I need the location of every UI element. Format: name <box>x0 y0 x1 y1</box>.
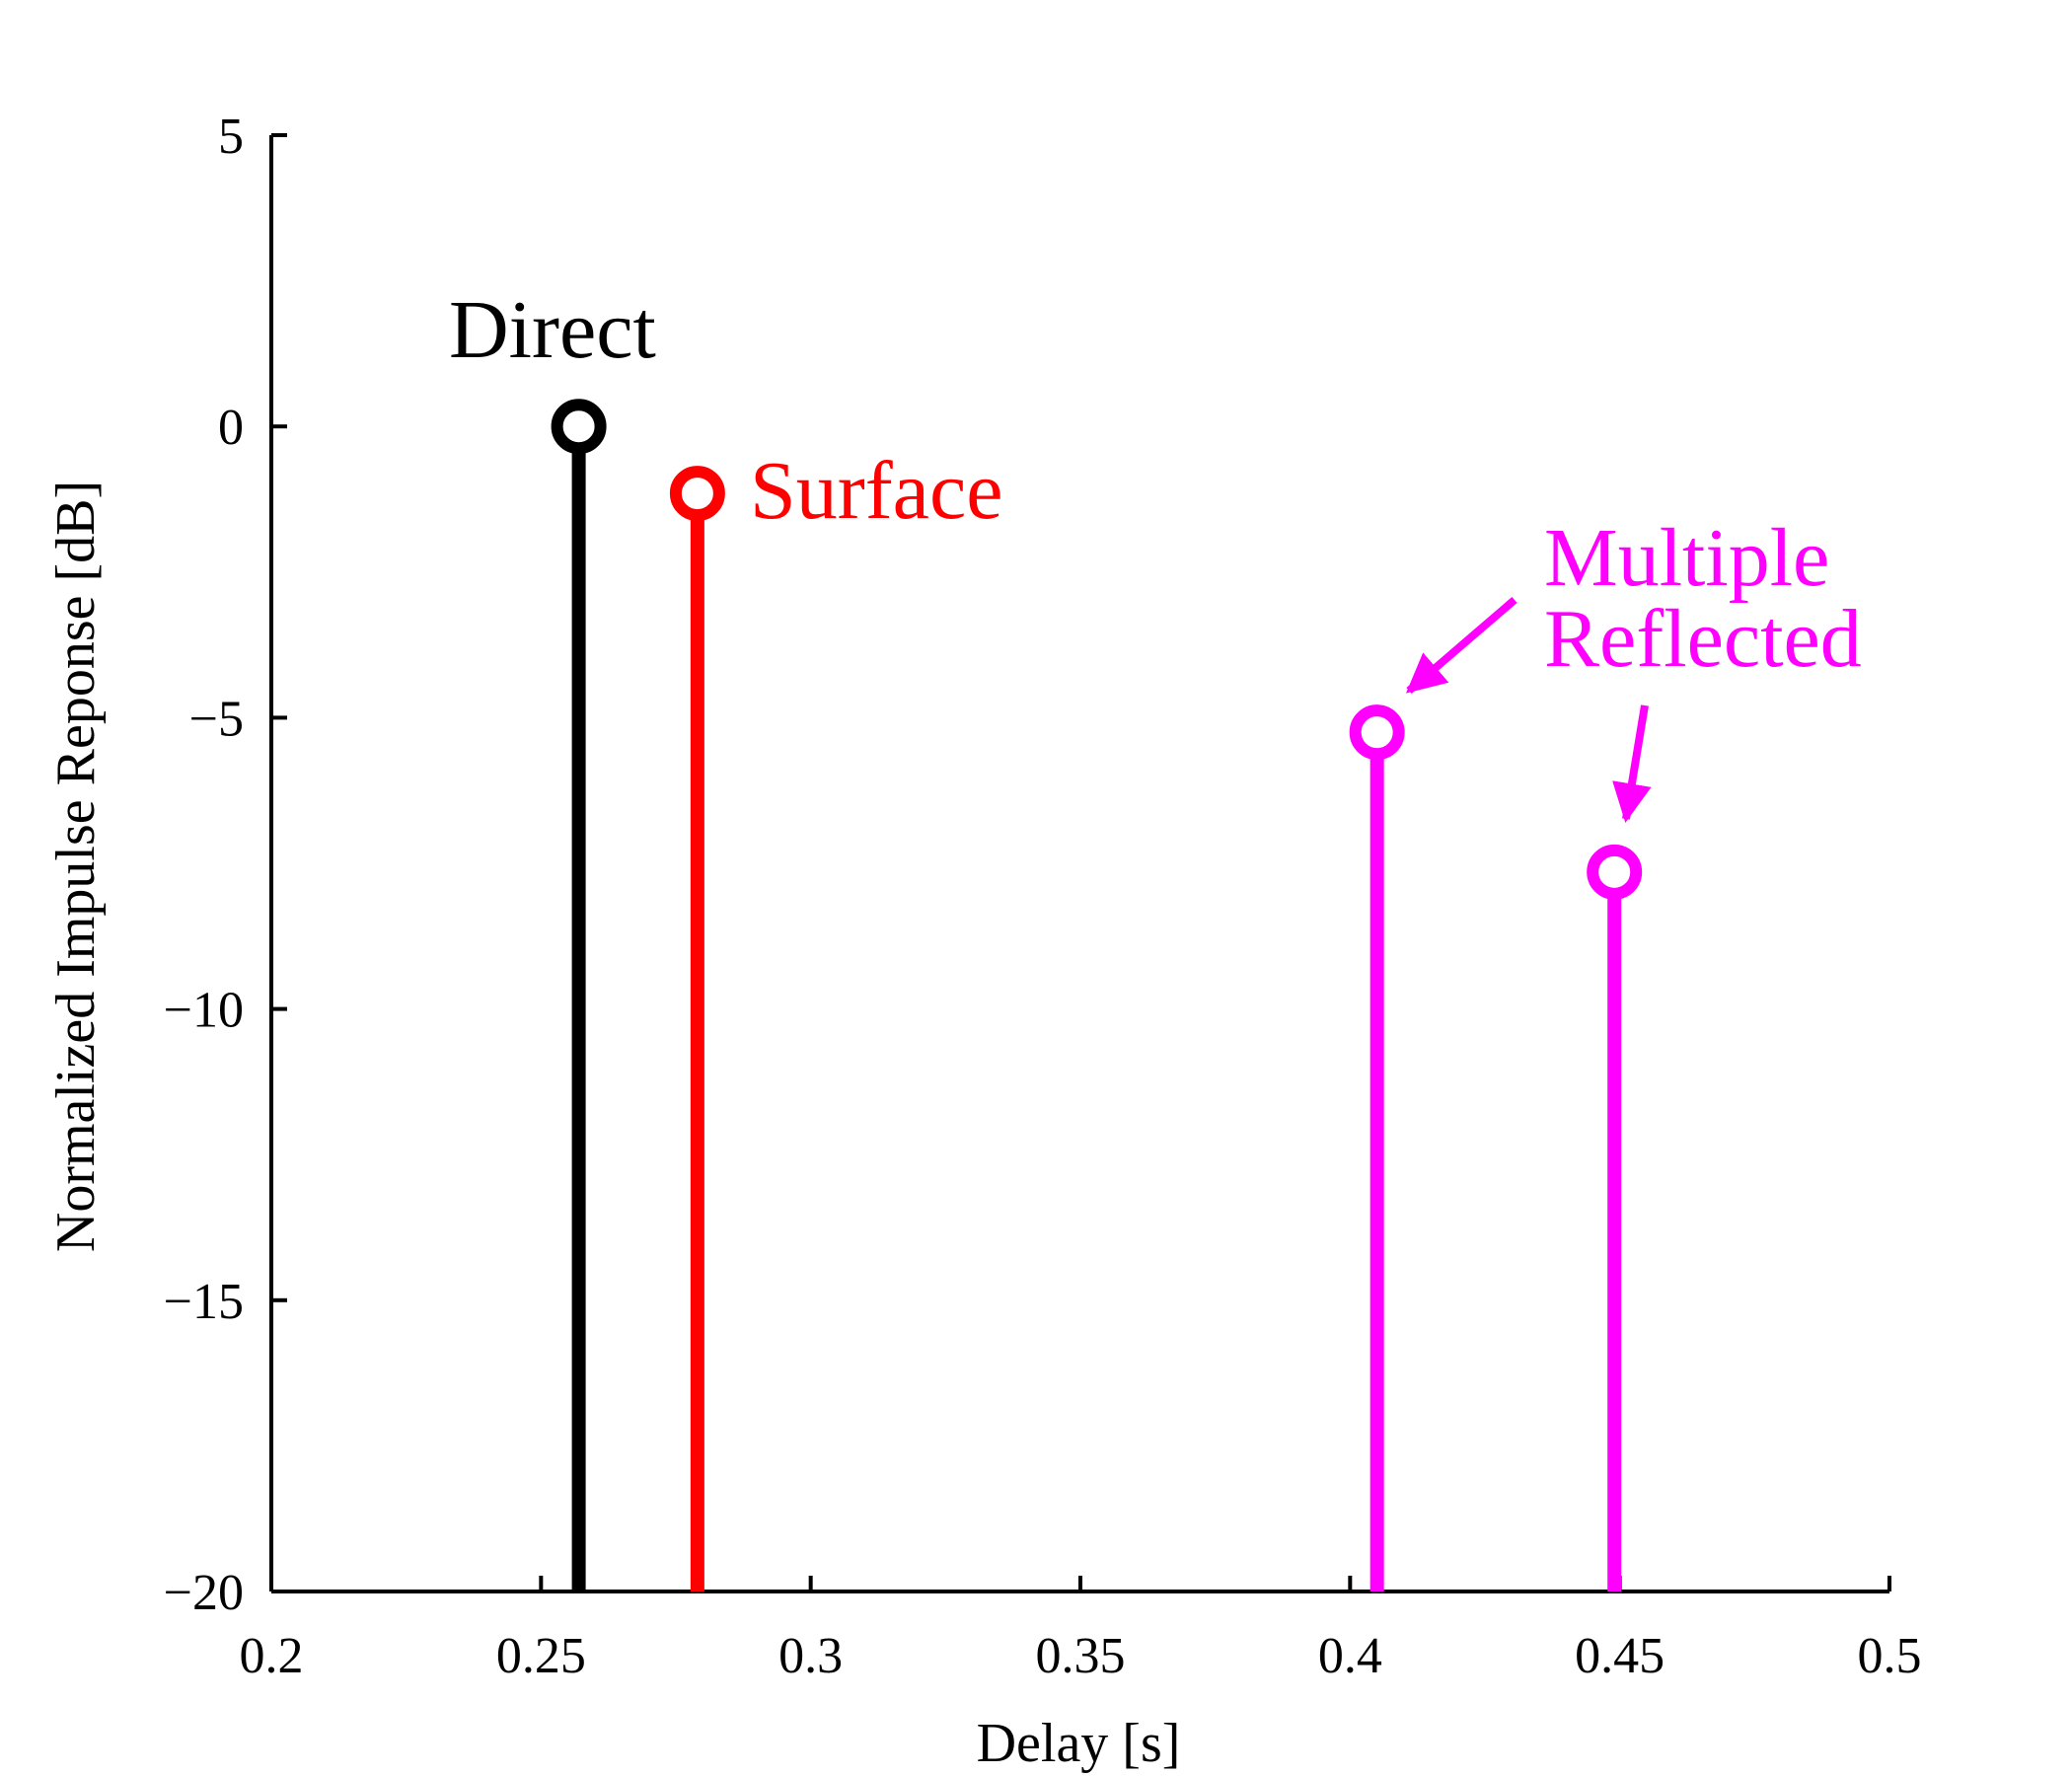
x-tick-label: 0.2 <box>240 1628 304 1684</box>
multiple-reflected-arrow-1 <box>1405 596 1517 695</box>
stem-plot <box>551 399 1643 1591</box>
y-tick-label: 5 <box>218 109 244 165</box>
y-tick-label: −10 <box>164 983 244 1039</box>
x-tick-label: 0.35 <box>1036 1628 1126 1684</box>
y-tick-label: −20 <box>164 1565 244 1621</box>
x-tick-label: 0.45 <box>1575 1628 1665 1684</box>
y-tick-label: 0 <box>218 400 244 456</box>
y-axis-label: Normalized Impulse Reponse [dB] <box>45 481 107 1252</box>
multiple-reflected-arrow-2 <box>1612 704 1652 823</box>
x-tick-label: 0.3 <box>778 1628 843 1684</box>
stem-marker <box>551 399 607 455</box>
stem-marker <box>1349 704 1405 761</box>
multiple-reflected-annotation-line1: Multiple <box>1544 512 1829 604</box>
multiple-reflected-annotation: Multiple Reflected <box>1544 512 1862 685</box>
surface-annotation: Surface <box>750 445 1003 537</box>
y-axis-ticks: 5 0 −5 −10 −15 −20 <box>164 109 287 1621</box>
x-axis-label: Delay [s] <box>977 1713 1181 1774</box>
direct-annotation: Direct <box>449 284 656 376</box>
y-tick-label: −5 <box>189 691 244 747</box>
multiple-reflected-annotation-line2: Reflected <box>1544 593 1862 685</box>
stem-marker <box>669 466 725 522</box>
x-tick-label: 0.4 <box>1318 1628 1382 1684</box>
stem-marker <box>1587 844 1643 900</box>
x-tick-label: 0.25 <box>496 1628 586 1684</box>
x-tick-label: 0.5 <box>1858 1628 1922 1684</box>
y-tick-label: −15 <box>164 1274 244 1330</box>
